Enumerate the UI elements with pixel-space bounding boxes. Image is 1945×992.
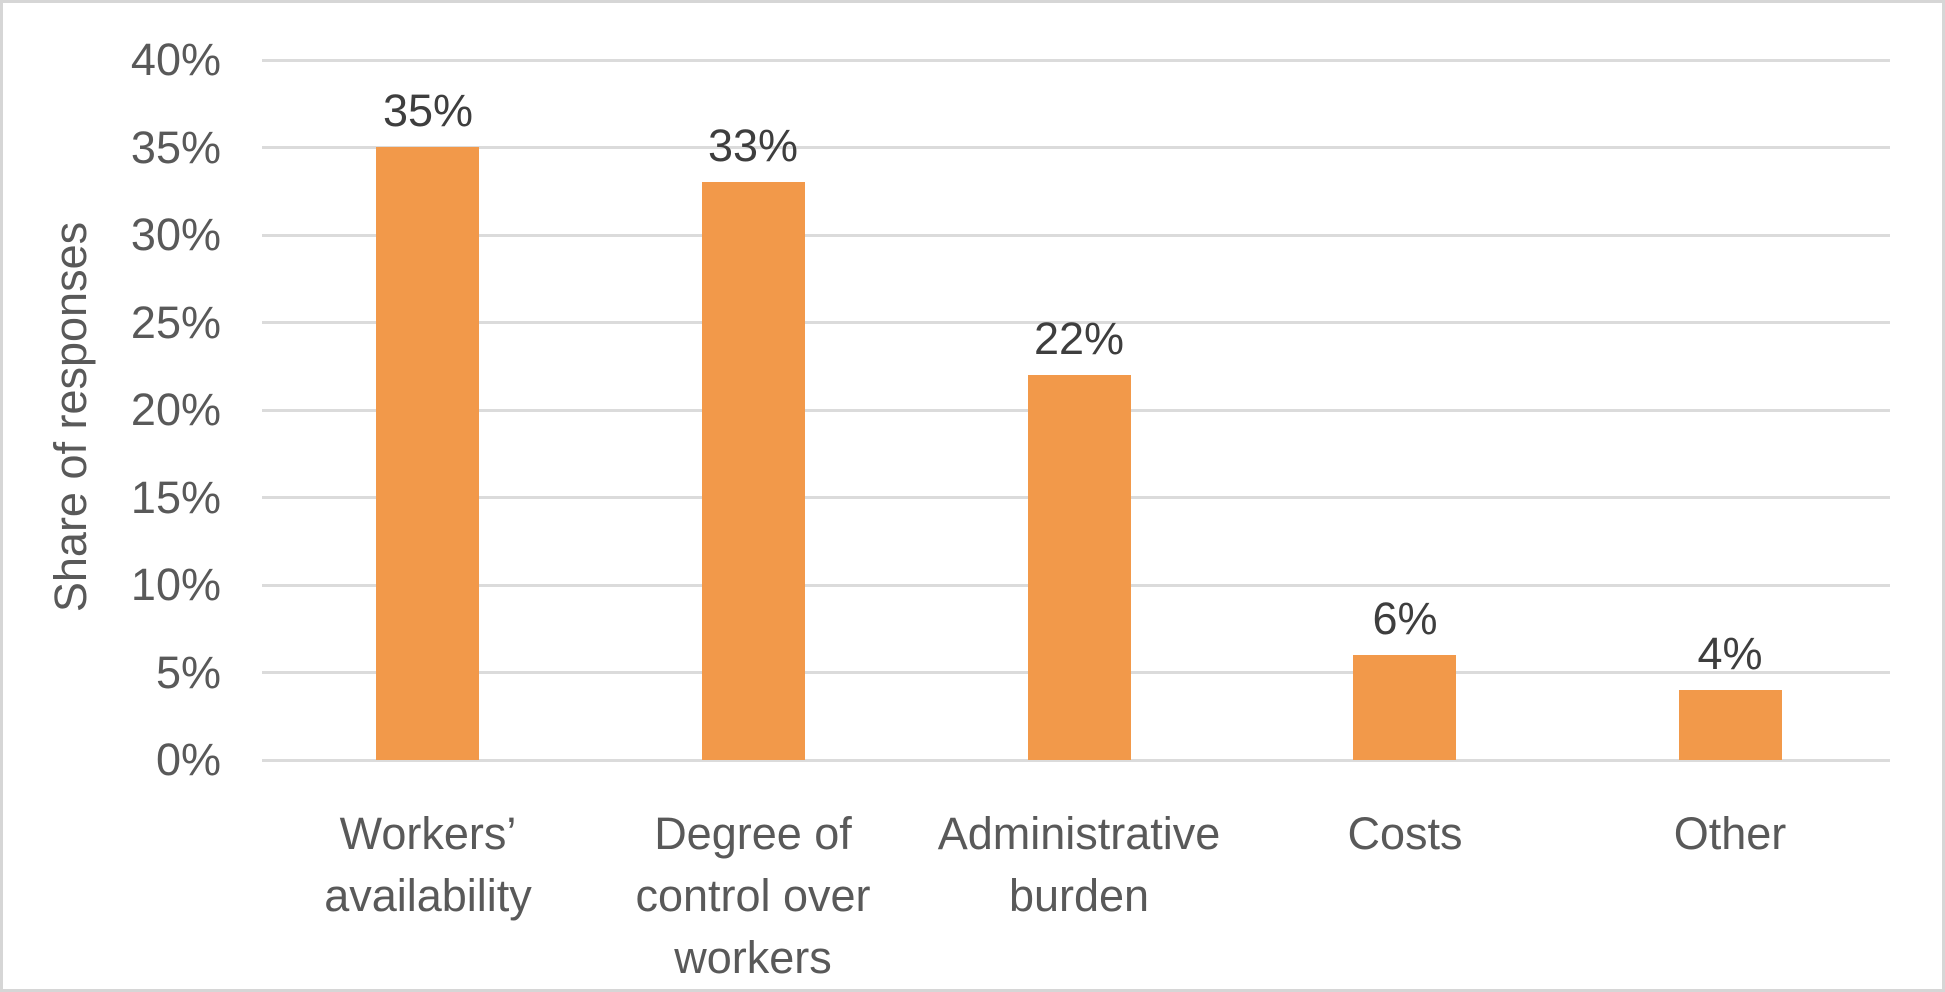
gridline [262, 59, 1890, 62]
bar-value-label: 6% [1372, 593, 1438, 644]
gridline [262, 321, 1890, 324]
y-axis-tick-label: 20% [130, 384, 221, 435]
bar [1679, 690, 1782, 760]
bar-value-label: 22% [1033, 313, 1125, 364]
bar-value-label: 33% [707, 120, 799, 171]
category-label: Other [1550, 803, 1910, 865]
category-label-line: control over [635, 870, 871, 921]
bar [1028, 375, 1131, 760]
category-label: Costs [1225, 803, 1585, 865]
bar-value-label: 35% [382, 85, 474, 136]
bar [376, 147, 479, 760]
y-axis-tick-label: 0% [155, 734, 221, 785]
bar [1353, 655, 1456, 760]
y-axis-tick-label: 15% [130, 472, 221, 523]
category-label-line: availability [324, 870, 532, 921]
category-label: Workers’ availability [248, 803, 608, 927]
category-label-line: burden [1008, 870, 1150, 921]
category-label-line: Costs [1347, 808, 1463, 859]
category-label: Administrative burden [899, 803, 1259, 927]
bar-value-label: 4% [1697, 628, 1763, 679]
category-label: Degree of control over workers [573, 803, 933, 989]
category-label-line: Degree of [654, 808, 852, 859]
category-label-line: Administrative [937, 808, 1221, 859]
y-axis-tick-label: 5% [155, 647, 221, 698]
y-axis-tick-label: 25% [130, 297, 221, 348]
gridline [262, 234, 1890, 237]
y-axis-tick-label: 10% [130, 559, 221, 610]
category-label-line: Workers’ [339, 808, 517, 859]
category-label-line: workers [674, 932, 832, 983]
y-axis-tick-label: 35% [130, 122, 221, 173]
y-axis-tick-label: 40% [130, 34, 221, 85]
gridline [262, 146, 1890, 149]
category-label-line: Other [1673, 808, 1787, 859]
y-axis-tick-label: 30% [130, 209, 221, 260]
bar [702, 182, 805, 760]
x-axis-line [262, 759, 1890, 762]
